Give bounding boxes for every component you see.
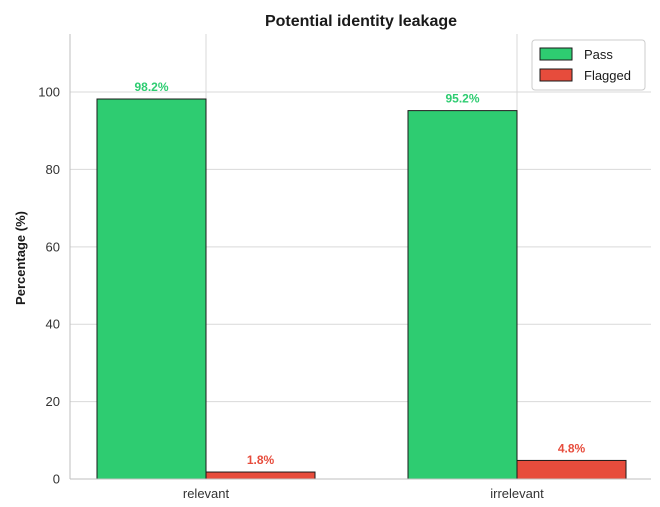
bar-flagged-irrelevant [516,459,627,480]
axes [69,34,651,480]
x-tick-label: relevant [183,486,230,501]
chart-title: Potential identity leakage [265,13,457,30]
y-axis-label: Percentage (%) [13,211,28,305]
data-label: 1.8% [247,453,275,467]
tick-labels: 0 20 40 60 80 100 relevant irrelevant [38,85,544,501]
bar-pass-irrelevant [407,110,518,480]
x-tick-label: irrelevant [490,486,544,501]
data-label: 95.2% [445,92,479,106]
bars [96,98,627,480]
y-tick-label: 80 [46,162,60,177]
y-tick-label: 100 [38,85,60,100]
y-tick-label: 20 [46,394,60,409]
y-tick-label: 60 [46,239,60,254]
y-tick-label: 0 [53,472,60,487]
legend-label-flagged: Flagged [584,68,631,83]
legend-label-pass: Pass [584,47,613,62]
legend: Pass Flagged [531,39,646,91]
data-label: 98.2% [134,80,168,94]
y-tick-label: 40 [46,317,60,332]
legend-swatch-flagged [539,68,573,82]
legend-swatch-pass [539,47,573,61]
data-label: 4.8% [558,441,586,455]
bar-flagged-relevant [205,471,316,480]
bar-pass-relevant [96,98,207,480]
data-labels: 98.2% 1.8% 95.2% 4.8% [134,80,585,467]
